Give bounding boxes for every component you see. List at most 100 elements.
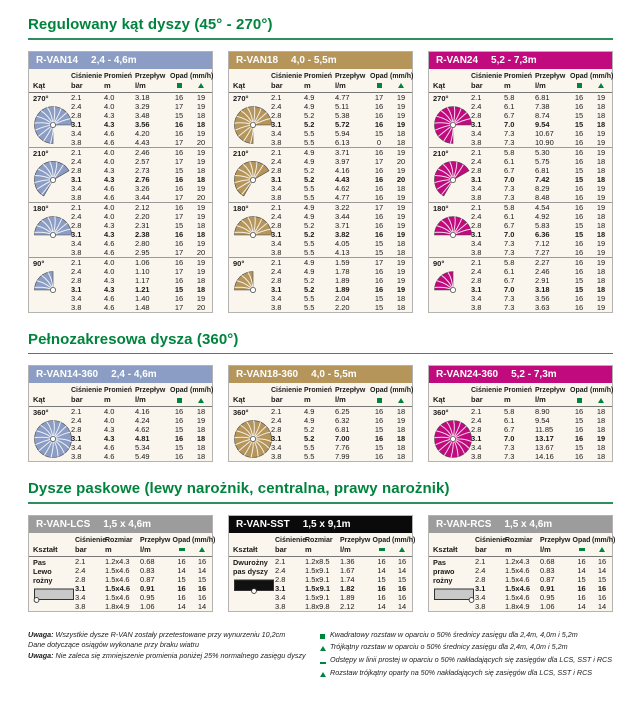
value-cell: 4.0 — [102, 256, 133, 267]
column-subheader: bar — [469, 395, 502, 407]
column-subheader: Kształt — [429, 544, 473, 557]
value-cell: 5.72 — [335, 119, 350, 129]
value-cell: 4.3 — [104, 275, 115, 285]
spec-table-r-van-rcs: R-VAN-RCS 1,5 x 4,6m Ciśnienie Rozmiar Przep… — [428, 514, 615, 612]
table-row: 2.8 4.3 2.31 15 18 — [29, 221, 212, 230]
column-subheader: m — [103, 544, 138, 557]
value-cell: 11.85 — [535, 425, 554, 434]
value-cell: 16 — [374, 165, 384, 175]
angle-label: 90° — [433, 258, 445, 268]
value-cell: 18 — [596, 275, 606, 285]
performance-table: Ciśnienie Rozmiar Przepływ Opad (mm/h) Kształ… — [229, 533, 415, 611]
value-cell: 2.4 — [471, 156, 482, 166]
value-cell: 4.6 — [104, 137, 115, 147]
value-cell: 2.4 — [71, 416, 82, 425]
angle-label: 360° — [233, 408, 249, 417]
value-cell: 14 — [197, 601, 207, 611]
column-header: Promień — [104, 387, 133, 394]
value-cell: 0.83 — [140, 565, 155, 575]
value-cell: 18 — [196, 443, 206, 452]
table-row: 2.8 4.3 2.73 15 18 — [29, 166, 212, 175]
value-cell: 3.4 — [471, 183, 482, 193]
angle-cell: 210° — [229, 146, 270, 202]
value-cell: 18 — [596, 156, 606, 166]
table-row: 2.4 4.9 3.97 17 20 — [229, 157, 412, 166]
value-cell: 4.92 — [535, 211, 550, 221]
table-row: 2.8 5.2 6.81 15 18 — [229, 425, 412, 434]
table-row: 2.8 1.5x9.1 1.74 15 15 — [229, 575, 412, 584]
table-row: 360° 2.1 4.0 4.16 16 18 — [29, 406, 212, 461]
performance-table: Ciśnienie Rozmiar Przepływ Opad (mm/h) Kształ… — [429, 533, 615, 611]
range-label: 5,2 - 7,3m — [491, 54, 537, 66]
column-header: (mm/h) — [190, 72, 214, 80]
table-row: 210° 2.1 4.9 3.71 16 19 — [229, 146, 412, 202]
value-cell: 16 — [574, 211, 584, 221]
value-cell: 15 — [374, 302, 384, 312]
value-cell: 2.1 — [473, 555, 503, 566]
table-row: 3.8 4.6 3.44 17 20 — [29, 193, 212, 203]
value-cell: 3.26 — [135, 183, 150, 193]
product-name: R-VAN24 — [436, 54, 479, 66]
column-subheader: l/m — [133, 395, 168, 407]
value-cell: 2.4 — [471, 101, 482, 111]
dash-icon — [320, 661, 326, 665]
performance-table: Ciśnienie Promień Przepływ Opad (mm/h) Kąt bar… — [29, 383, 213, 461]
value-cell: 17 — [174, 302, 184, 312]
value-cell: 4.6 — [104, 302, 115, 312]
nozzle-180-icon — [234, 215, 272, 238]
value-cell: 2.8 — [71, 275, 82, 285]
value-cell: 7.3 — [504, 247, 515, 257]
table-row: 2.4 6.1 9.54 15 18 — [429, 416, 612, 425]
triangle-icon — [320, 671, 326, 677]
value-cell: 2.95 — [135, 247, 150, 257]
table-row: Pas prawo rożny 2.1 1.2x4.3 0.68 16 16 — [429, 555, 612, 611]
table-title-bar: R-VAN24 5,2 - 7,3m — [429, 51, 612, 69]
nozzle-90-icon — [434, 270, 456, 293]
value-cell: 0.87 — [140, 574, 155, 584]
nozzle-180-icon — [34, 215, 72, 238]
angle-label: 270° — [33, 93, 49, 103]
value-cell: 5.5 — [304, 302, 315, 312]
value-cell: 19 — [396, 211, 406, 221]
value-cell: 7.3 — [504, 302, 515, 312]
value-cell: 16 — [574, 192, 584, 202]
value-cell: 19 — [596, 238, 606, 248]
value-cell: 3.8 — [271, 247, 282, 257]
value-cell: 14 — [577, 565, 586, 575]
value-cell: 3.1 — [471, 229, 482, 239]
table-row: 3.4 5.5 4.62 16 18 — [229, 184, 412, 193]
column-header: (mm/h) — [390, 72, 414, 80]
value-cell: 16 — [577, 592, 586, 602]
value-cell: 6.25 — [333, 406, 368, 416]
value-cell: 6.7 — [504, 220, 515, 230]
table-row: 2.4 1.5x9.1 1.67 14 14 — [229, 566, 412, 575]
table-row: 3.1 5.2 3.82 16 19 — [229, 230, 412, 239]
value-cell: 16 — [574, 266, 584, 276]
value-cell: 19 — [190, 91, 212, 102]
column-header: Przepływ — [535, 387, 566, 394]
value-cell: 18 — [396, 183, 406, 193]
value-cell: 8.90 — [533, 406, 568, 416]
table-row: 2.4 4.9 1.78 16 19 — [229, 267, 412, 276]
table-row: 3.4 4.6 1.40 16 19 — [29, 294, 212, 303]
value-cell: 4.6 — [104, 192, 115, 202]
table-row: 3.4 5.5 4.05 15 18 — [229, 239, 412, 248]
value-cell: 16 — [374, 266, 384, 276]
value-cell: 15 — [574, 229, 584, 239]
table-row: 2.4 4.0 1.10 17 19 — [29, 267, 212, 276]
table-row: 3.1 7.0 13.17 16 19 — [429, 434, 612, 443]
value-cell: 4.6 — [104, 443, 115, 452]
value-cell: 3.4 — [275, 592, 286, 602]
value-cell: 18 — [396, 443, 406, 452]
value-cell: 0 — [376, 137, 382, 147]
value-cell: 3.8 — [75, 601, 86, 611]
value-cell: 2.1 — [469, 201, 502, 212]
column-header: Ciśnienie — [471, 72, 503, 80]
column-subheader: Kształt — [29, 544, 73, 557]
value-cell: 16 — [168, 91, 190, 102]
column-subheader-symbol — [371, 544, 392, 557]
value-cell: 18 — [596, 229, 606, 239]
angle-cell: 270° — [29, 91, 72, 147]
value-cell: 16 — [597, 583, 607, 593]
table-row: 3.8 7.3 7.27 16 19 — [429, 248, 612, 258]
